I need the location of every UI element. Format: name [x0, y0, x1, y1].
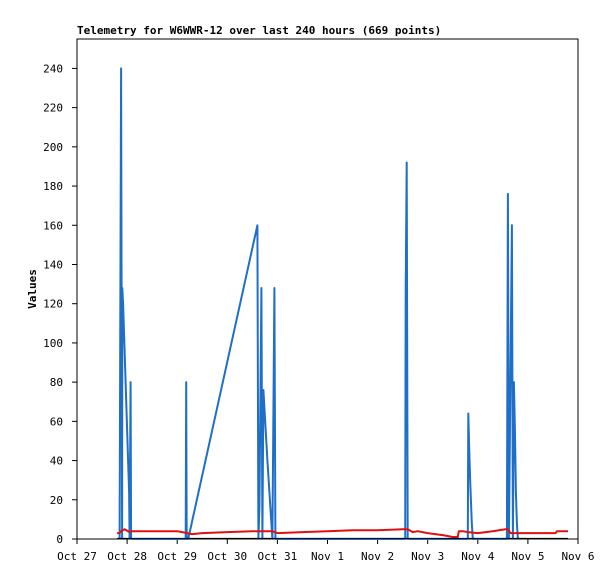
y-tick-label: 40 — [50, 455, 63, 468]
chart-title: Telemetry for W6WWR-12 over last 240 hou… — [77, 24, 441, 37]
y-tick-label: 20 — [50, 494, 63, 507]
y-tick-label: 240 — [43, 62, 63, 75]
y-axis: 0 20 40 60 80 100 120 140 160 180 200 220 240 — [43, 62, 77, 546]
series-line-1 — [118, 67, 519, 540]
plot-series — [117, 67, 568, 540]
x-tick-label: Oct 30 — [207, 550, 247, 563]
series-line-2 — [117, 528, 568, 538]
x-tick-label: Nov 3 — [411, 550, 444, 563]
x-tick-label: Oct 31 — [258, 550, 298, 563]
y-tick-label: 0 — [56, 533, 63, 546]
y-tick-label: 160 — [43, 219, 63, 232]
plot-frame — [76, 38, 579, 540]
y-tick-label: 140 — [43, 258, 63, 271]
x-tick-label: Oct 28 — [107, 550, 147, 563]
x-tick-label: Nov 5 — [511, 550, 544, 563]
x-tick-label: Nov 6 — [561, 550, 594, 563]
x-tick-label: Nov 2 — [361, 550, 394, 563]
y-tick-label: 60 — [50, 415, 63, 428]
x-axis: Oct 27 Oct 28 Oct 29 Oct 30 Oct 31 Nov 1 Nov 2… — [57, 539, 595, 563]
y-tick-label: 220 — [43, 102, 63, 115]
y-tick-label: 120 — [43, 298, 63, 311]
y-tick-label: 80 — [50, 376, 63, 389]
x-tick-label: Oct 27 — [57, 550, 97, 563]
x-tick-label: Nov 4 — [461, 550, 494, 563]
y-tick-label: 180 — [43, 180, 63, 193]
x-tick-label: Nov 1 — [311, 550, 344, 563]
y-tick-label: 100 — [43, 337, 63, 350]
y-tick-label: 200 — [43, 141, 63, 154]
y-axis-label: Values — [26, 269, 39, 309]
x-tick-label: Oct 29 — [157, 550, 197, 563]
